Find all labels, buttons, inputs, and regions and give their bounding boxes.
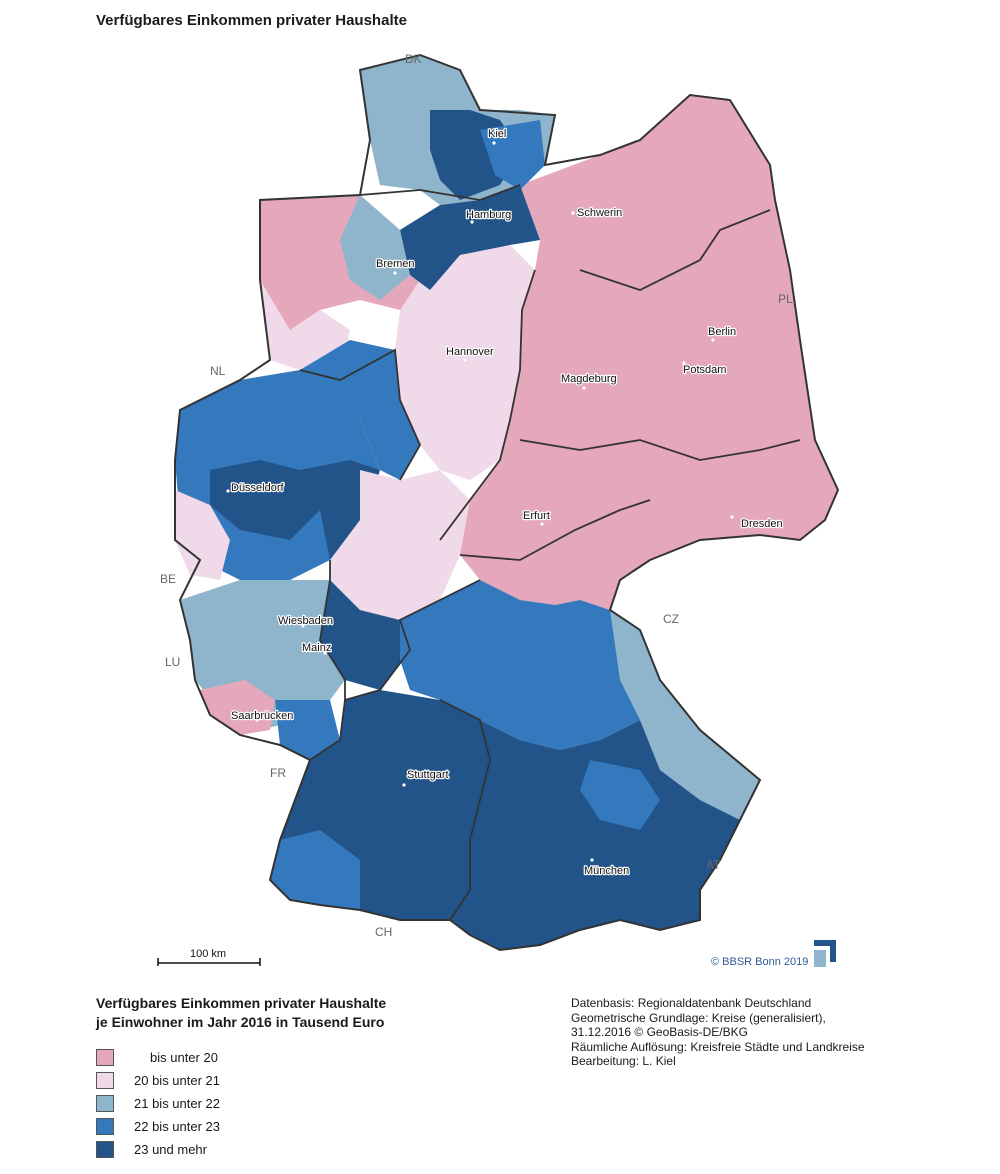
legend-swatch bbox=[96, 1095, 114, 1112]
legend-title: Verfügbares Einkommen privater Haushalte… bbox=[96, 994, 516, 1032]
germany-map: Kiel Schwerin Hamburg Bremen Hannover Be… bbox=[157, 52, 840, 968]
country-fr: FR bbox=[270, 766, 286, 780]
legend-swatch bbox=[96, 1141, 114, 1158]
country-labels: DK PL NL BE LU FR CH AT CZ bbox=[160, 52, 793, 939]
region-nrw-east bbox=[300, 340, 420, 480]
region-oberpfalz bbox=[610, 610, 760, 820]
region-sh-medium bbox=[480, 120, 545, 190]
region-lower-saxony bbox=[395, 245, 535, 480]
legend-swatch bbox=[96, 1118, 114, 1135]
country-be: BE bbox=[160, 572, 176, 586]
legend-label: 20 bis unter 21 bbox=[134, 1073, 221, 1088]
legend-label: bis unter 20 bbox=[150, 1050, 218, 1065]
legend-label: 21 bis unter 22 bbox=[134, 1096, 221, 1111]
legend-title-line2: je Einwohner im Jahr 2016 in Tausend Eur… bbox=[96, 1014, 385, 1030]
map-title: Verfügbares Einkommen privater Haushalte bbox=[96, 12, 407, 29]
city-magdeburg: Magdeburg bbox=[561, 373, 617, 385]
city-potsdam: Potsdam bbox=[683, 364, 726, 376]
region-nrw-ruhr bbox=[210, 460, 320, 540]
legend-swatch bbox=[96, 1049, 114, 1066]
city-wiesbaden: Wiesbaden bbox=[278, 615, 333, 627]
bbsr-logo bbox=[814, 939, 836, 967]
city-dresden: Dresden bbox=[741, 518, 783, 530]
city-schwerin: Schwerin bbox=[577, 207, 622, 219]
legend-item: 22 bis unter 23 bbox=[96, 1115, 516, 1138]
scale-bar: 100 km bbox=[157, 948, 261, 966]
city-erfurt: Erfurt bbox=[523, 510, 550, 522]
country-lu: LU bbox=[165, 655, 180, 669]
city-hannover: Hannover bbox=[446, 346, 494, 358]
country-at: AT bbox=[706, 858, 721, 872]
source-line: 31.12.2016 © GeoBasis-DE/BKG bbox=[571, 1025, 748, 1039]
region-bw-medium bbox=[270, 830, 360, 910]
region-bavaria-south bbox=[450, 720, 740, 950]
city-mainz: Mainz bbox=[302, 642, 331, 654]
region-northeast bbox=[440, 95, 838, 610]
legend-item: 20 bis unter 21 bbox=[96, 1069, 516, 1092]
city-duesseldorf: Düsseldorf bbox=[231, 482, 285, 494]
region-bavaria-medium bbox=[580, 760, 660, 830]
city-bremen: Bremen bbox=[376, 258, 415, 270]
city-muenchen: München bbox=[584, 865, 629, 877]
copyright-text: © BBSR Bonn 2019 bbox=[711, 956, 808, 968]
svg-text:100 km: 100 km bbox=[190, 948, 226, 960]
city-hamburg: Hamburg bbox=[466, 209, 511, 221]
region-hamburg-area bbox=[400, 185, 540, 290]
region-hessen-south bbox=[320, 580, 410, 690]
legend-item: 21 bis unter 22 bbox=[96, 1092, 516, 1115]
city-kiel: Kiel bbox=[488, 128, 506, 140]
legend-swatch bbox=[96, 1072, 114, 1089]
national-border bbox=[174, 53, 840, 952]
country-cz: CZ bbox=[663, 612, 679, 626]
region-hessen bbox=[330, 470, 470, 620]
legend-item: 23 und mehr bbox=[96, 1138, 516, 1161]
country-pl: PL bbox=[778, 292, 793, 306]
legend: Verfügbares Einkommen privater Haushalte… bbox=[96, 994, 516, 1161]
city-stuttgart: Stuttgart bbox=[407, 769, 449, 781]
region-hamburg-medium bbox=[340, 195, 410, 300]
source-line: Geometrische Grundlage: Kreise (generali… bbox=[571, 1010, 826, 1025]
source-line: Bearbeitung: L. Kiel bbox=[571, 1054, 676, 1068]
region-pfalz bbox=[275, 700, 340, 760]
country-dk: DK bbox=[405, 52, 422, 66]
country-ch: CH bbox=[375, 925, 392, 939]
city-berlin: Berlin bbox=[708, 326, 736, 338]
legend-item: bis unter 20 bbox=[96, 1046, 516, 1069]
source-line: Räumliche Auflösung: Kreisfreie Städte u… bbox=[571, 1039, 865, 1054]
region-franken bbox=[400, 580, 660, 750]
source-info: Datenbasis: Regionaldatenbank Deutschlan… bbox=[571, 996, 865, 1069]
country-nl: NL bbox=[210, 364, 226, 378]
city-labels: Kiel Schwerin Hamburg Bremen Hannover Be… bbox=[226, 127, 784, 878]
city-saarbruecken: Saarbrücken bbox=[231, 710, 293, 722]
legend-title-line1: Verfügbares Einkommen privater Haushalte bbox=[96, 995, 387, 1011]
legend-label: 23 und mehr bbox=[134, 1142, 207, 1157]
legend-label: 22 bis unter 23 bbox=[134, 1119, 221, 1134]
region-aachen bbox=[175, 490, 230, 580]
source-line: Datenbasis: Regionaldatenbank Deutschlan… bbox=[571, 996, 812, 1010]
state-borders bbox=[299, 184, 801, 921]
